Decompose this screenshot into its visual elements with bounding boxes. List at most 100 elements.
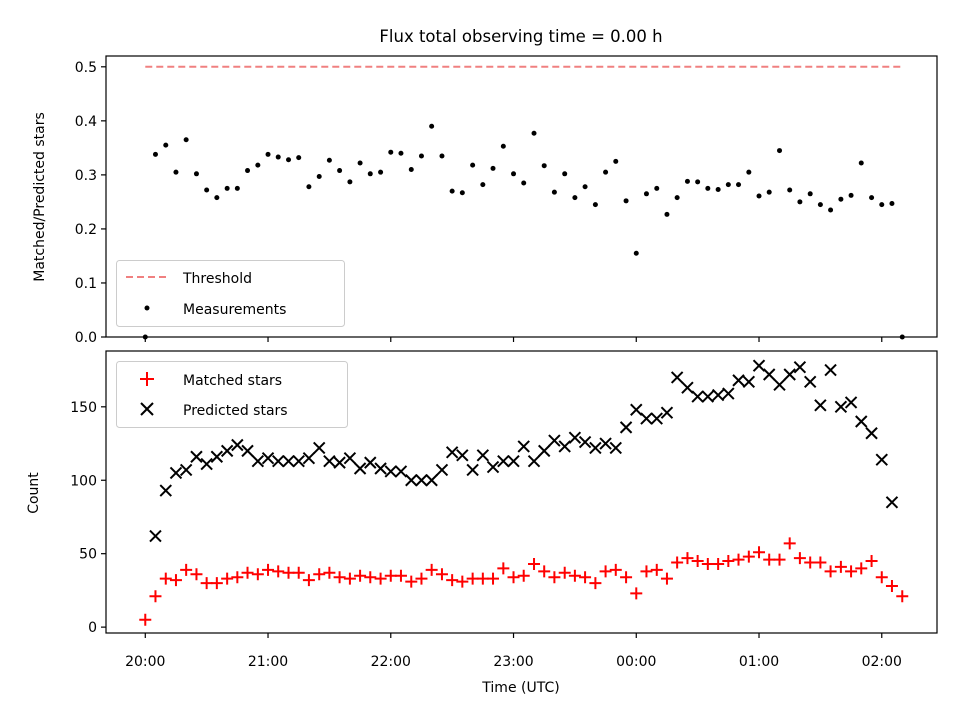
predicted-star-point [159,484,172,497]
predicted-star-point [517,440,530,453]
top-panel-y-ticks: 0.0 0.1 0.2 0.3 0.4 0.5 [75,60,106,346]
predicted-star-point [650,412,663,425]
top-legend-box [116,260,345,327]
predicted-star-point [190,450,203,463]
measurement-point [429,123,435,129]
predicted-star-point [374,462,387,475]
bottom-xtick-label: 21:00 [248,654,288,670]
measurement-point [449,188,455,194]
predicted-star-point [466,463,479,477]
matched-star-point [374,572,387,585]
measurement-point [193,171,199,177]
matched-star-point [834,560,847,573]
measurement-point [316,174,322,180]
predicted-star-point [742,375,756,389]
measurement-point [725,182,731,188]
predicted-star-point [844,396,858,409]
measurement-point [674,195,680,201]
bottom-panel-x-ticks: 20:00 21:00 22:00 23:00 00:00 01:00 02:00 [125,633,902,670]
matched-star-point [865,555,878,568]
measurement-point [296,155,302,161]
bottom-ytick-label: 150 [70,400,97,416]
matched-star-point [364,571,377,584]
predicted-legend-label: Predicted stars [183,403,288,419]
measurement-point [623,198,629,204]
predicted-star-point [538,444,551,458]
predicted-star-point [711,388,725,402]
predicted-star-point [302,452,316,465]
matched-star-point [190,568,203,581]
predicted-star-point [476,449,490,462]
measurement-point [378,169,384,175]
measurement-point [337,168,343,174]
matched-star-point [855,562,868,575]
predicted-star-point [179,463,193,477]
matched-star-point [476,572,489,585]
predicted-star-point [353,462,367,475]
predicted-star-point [364,456,377,469]
predicted-star-point [762,368,776,381]
top-panel-marks [142,65,905,340]
measurement-point [255,162,261,168]
measurement-point [869,195,875,201]
matched-star-point [384,569,397,582]
predicted-star-point [701,390,715,403]
predicted-star-point [231,438,244,452]
measurement-point [214,195,220,201]
matched-star-point [579,571,592,584]
predicted-legend-swatch [140,402,154,416]
measurement-point [592,202,598,208]
measurement-point [777,148,783,154]
matched-star-point [538,565,551,578]
predicted-star-point [149,529,162,543]
matched-star-point [568,569,581,582]
measurement-point [490,165,496,171]
predicted-star-point [670,371,684,384]
bottom-xtick-label: 20:00 [125,654,165,670]
matched-star-point [292,566,305,579]
predicted-star-point [568,431,582,444]
predicted-star-point [578,435,592,449]
predicted-star-point [435,463,449,477]
measurement-point [603,169,609,175]
matched-star-point [845,565,858,578]
matched-star-point [681,552,694,565]
matched-star-point [466,572,479,585]
matched-star-point [394,569,407,582]
measurement-point [807,191,813,197]
predicted-star-point [384,465,397,478]
measurement-point [347,179,353,185]
matched-star-point [313,568,326,581]
matched-star-point [251,568,264,581]
matched-star-point [425,563,438,576]
predicted-star-point [773,378,786,391]
matched-star-point [753,546,766,559]
matched-star-point [354,569,367,582]
matched-star-point [210,577,223,590]
measurement-point [326,157,332,163]
matched-star-point [180,563,193,576]
measurement-point [684,178,690,184]
measurement-point [204,187,210,193]
threshold-legend-label: Threshold [182,271,252,287]
measurement-point [582,184,588,190]
matched-star-point [497,562,510,575]
matched-star-point [343,572,356,585]
top-ytick-label: 0.0 [75,330,97,346]
measurement-point [398,150,404,156]
predicted-star-point [343,452,357,465]
matched-star-point [415,572,428,585]
measurement-point [500,143,506,149]
top-ytick-label: 0.4 [75,114,97,130]
top-panel-ylabel: Matched/Predicted stars [32,112,48,282]
matched-star-point [701,557,714,570]
predicted-star-point [875,453,888,466]
bottom-legend-box [116,361,348,428]
predicted-star-point [497,454,510,468]
predicted-star-point [814,399,827,412]
measurement-point [470,162,476,168]
measurement-point [152,151,158,157]
measurement-point [367,171,373,177]
predicted-star-point [251,454,265,468]
